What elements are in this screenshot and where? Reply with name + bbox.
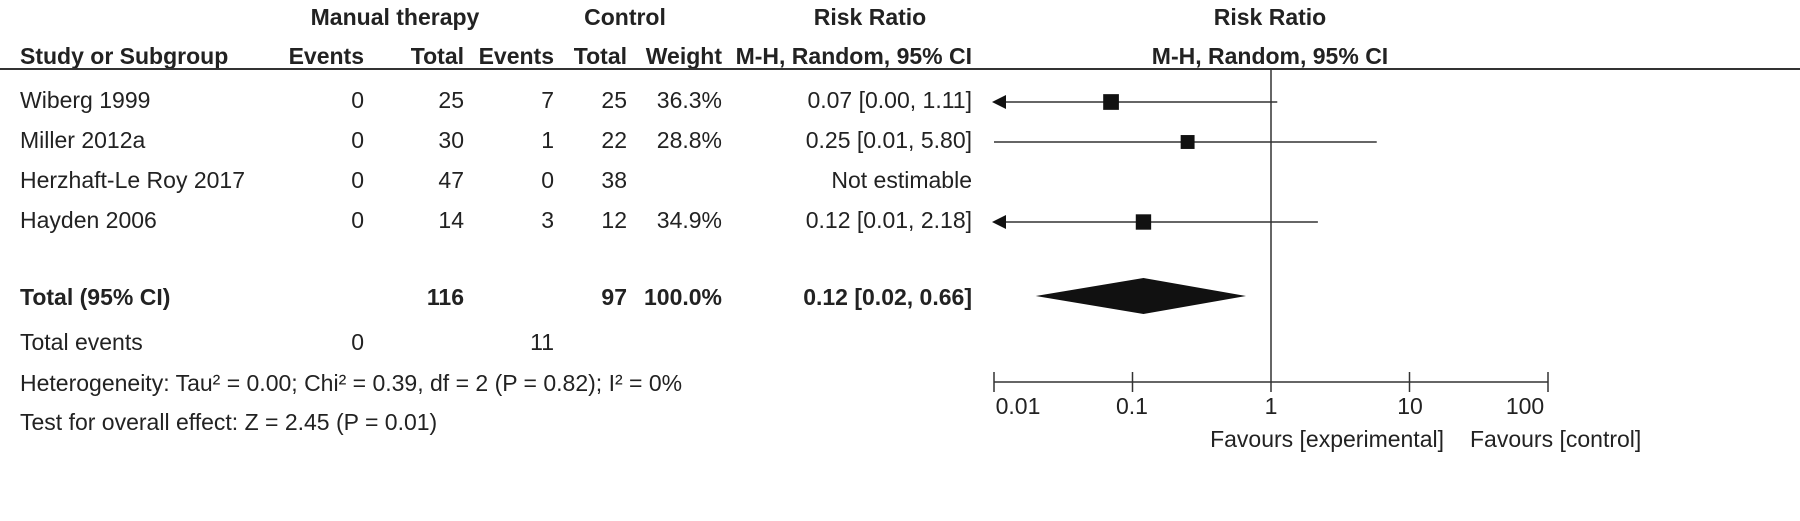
total-events-ctl: 11 <box>530 329 554 355</box>
events-exp: 0 <box>351 127 364 153</box>
total-exp-value: 30 <box>438 127 464 153</box>
events-exp: 0 <box>351 167 364 193</box>
axis-tick-label: 100 <box>1505 393 1545 419</box>
weight-value: 34.9% <box>656 207 722 233</box>
point-estimate-square <box>1180 135 1195 149</box>
ci-arrow-left <box>992 95 1006 109</box>
total-exp-value: 47 <box>438 167 464 193</box>
point-estimate-square <box>1135 214 1152 230</box>
group-header-control: Control <box>584 4 666 30</box>
study-name: Herzhaft-Le Roy 2017 <box>20 167 246 193</box>
events-exp: 0 <box>351 87 364 113</box>
total-events-exp: 0 <box>351 329 364 355</box>
study-name: Hayden 2006 <box>20 207 157 233</box>
ci-text: Not estimable <box>831 167 972 193</box>
total-ctl: 97 <box>601 284 627 310</box>
events-ctl: 0 <box>541 167 554 193</box>
events-ctl: 3 <box>541 207 554 233</box>
events-ctl: 1 <box>541 127 554 153</box>
favours-control-label: Favours [control] <box>1470 426 1642 452</box>
study-name: Miller 2012a <box>20 127 146 153</box>
col-header-method-right: M-H, Random, 95% CI <box>1151 43 1389 69</box>
weight-value: 28.8% <box>656 127 722 153</box>
total-ci-text: 0.12 [0.02, 0.66] <box>803 284 972 310</box>
group-header-manual-therapy: Manual therapy <box>310 4 480 30</box>
total-exp-value: 14 <box>438 207 464 233</box>
col-header-total-ctl: Total <box>573 43 627 69</box>
risk-ratio-header-left: Risk Ratio <box>813 4 927 30</box>
total-ctl-value: 12 <box>601 207 627 233</box>
events-exp: 0 <box>351 207 364 233</box>
ci-text: 0.25 [0.01, 5.80] <box>805 127 972 153</box>
favours-experimental-label: Favours [experimental] <box>1210 426 1444 452</box>
point-estimate-square <box>1103 94 1119 110</box>
overall-effect-text: Test for overall effect: Z = 2.45 (P = 0… <box>20 409 438 435</box>
col-header-study: Study or Subgroup <box>20 43 229 69</box>
axis-tick-label: 1 <box>1264 393 1278 419</box>
total-exp: 116 <box>426 284 464 310</box>
heterogeneity-text: Heterogeneity: Tau² = 0.00; Chi² = 0.39,… <box>20 370 683 396</box>
total-ctl-value: 22 <box>601 127 627 153</box>
ci-arrow-left <box>992 215 1006 229</box>
col-header-method-left: M-H, Random, 95% CI <box>735 43 972 69</box>
ci-text: 0.07 [0.00, 1.11] <box>807 87 972 113</box>
col-header-total-exp: Total <box>410 43 464 69</box>
pooled-diamond <box>1035 278 1247 314</box>
ci-text: 0.12 [0.01, 2.18] <box>805 207 972 233</box>
total-ctl-value: 38 <box>601 167 627 193</box>
study-name: Wiberg 1999 <box>20 87 151 113</box>
total-label: Total (95% CI) <box>20 284 171 310</box>
events-ctl: 7 <box>541 87 554 113</box>
axis-tick-label: 0.01 <box>995 393 1041 419</box>
total-exp-value: 25 <box>438 87 464 113</box>
total-ctl-value: 25 <box>601 87 627 113</box>
total-events-label: Total events <box>20 329 143 355</box>
risk-ratio-header-right: Risk Ratio <box>1213 4 1327 30</box>
col-header-events-exp: Events <box>288 43 364 69</box>
total-weight: 100.0% <box>643 284 722 310</box>
col-header-events-ctl: Events <box>478 43 554 69</box>
axis-tick-label: 0.1 <box>1116 393 1148 419</box>
col-header-weight: Weight <box>645 43 722 69</box>
axis-tick-label: 10 <box>1397 393 1423 419</box>
weight-value: 36.3% <box>656 87 722 113</box>
